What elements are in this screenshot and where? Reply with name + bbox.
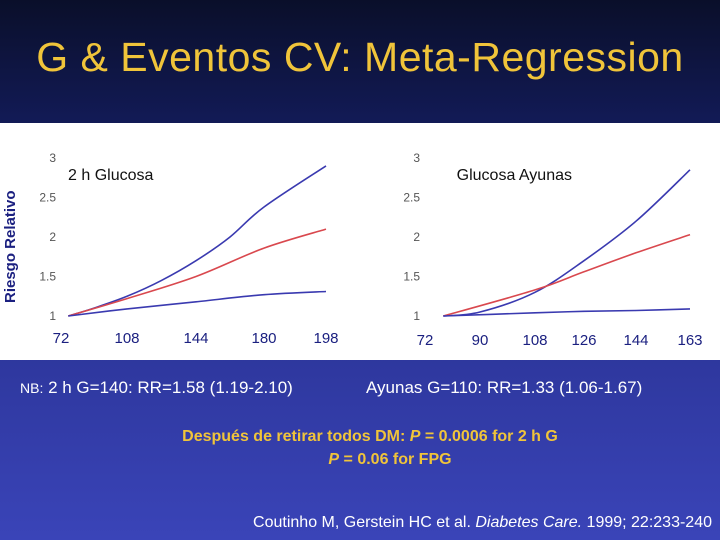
y-tick-label: 1 [49,309,56,323]
y-tick-label: 3 [413,151,420,165]
x-tick-label: 126 [571,332,596,349]
x-tick-label: 108 [114,330,139,347]
p-symbol-2: P [328,451,340,468]
citation-journal: Diabetes Care. [475,514,583,531]
chart-title: 2 h Glucosa [68,167,153,184]
note-right: Ayunas G=110: RR=1.33 (1.06-1.67) [366,378,643,397]
y-tick-label: 3 [49,151,56,165]
x-tick-label: 144 [183,330,208,347]
y-tick-label: 2 [49,230,56,244]
x-tick-label: 72 [53,330,70,347]
x-tick-label: 72 [417,332,434,349]
slide-title: G & Eventos CV: Meta-Regression [36,34,684,80]
y-tick-label: 2 [413,230,420,244]
y-tick-label: 2.5 [39,191,56,205]
series-line-estimate [68,228,327,317]
series-line-estimate [443,233,691,317]
citation-details: 1999; 22:233-240 [586,514,712,531]
nb-label: NB: [20,380,44,396]
charts-svg: 1 1.5 2 2.5 3 72 108 144 180 198 2 h Glucosa 1 1.5 2 2… [39,151,702,349]
conclusion-prefix: Después de retirar todos DM: [182,428,406,445]
y-tick-label: 2.5 [403,191,420,205]
y-tick-label: 1.5 [39,270,56,284]
series-line-lower [68,290,327,317]
x-tick-label: 90 [472,332,489,349]
conclusion-value-1: = 0.0006 for 2 h G [424,428,558,445]
citation-authors: Coutinho M, Gerstein HC et al. [253,514,471,531]
x-tick-label: 108 [522,332,547,349]
chart-title: Glucosa Ayunas [457,167,572,184]
x-tick-label: 163 [677,332,702,349]
x-tick-label: 180 [251,330,276,347]
y-tick-label: 1.5 [403,270,420,284]
y-axis-label: Riesgo Relativo [2,190,19,303]
series-line-lower [443,308,691,317]
x-tick-label: 198 [313,330,338,347]
conclusion-line-1: Después de retirar todos DM: P = 0.0006 … [100,428,640,446]
note-left: NB: 2 h G=140: RR=1.58 (1.19-2.10) [20,378,293,398]
p-symbol-1: P [409,428,421,445]
x-tick-label: 144 [623,332,648,349]
chart-panel: 1 1.5 2 2.5 3 72 108 144 180 198 2 h Glucosa 1 1.5 2 2… [0,123,720,360]
series-line-upper [443,169,691,317]
y-tick-label: 1 [413,309,420,323]
note-left-text: 2 h G=140: RR=1.58 (1.19-2.10) [48,378,293,397]
conclusion-value-2: = 0.06 for FPG [343,451,452,468]
citation: Coutinho M, Gerstein HC et al. Diabetes … [253,514,712,532]
conclusion-line-2: P = 0.06 for FPG [120,451,660,469]
